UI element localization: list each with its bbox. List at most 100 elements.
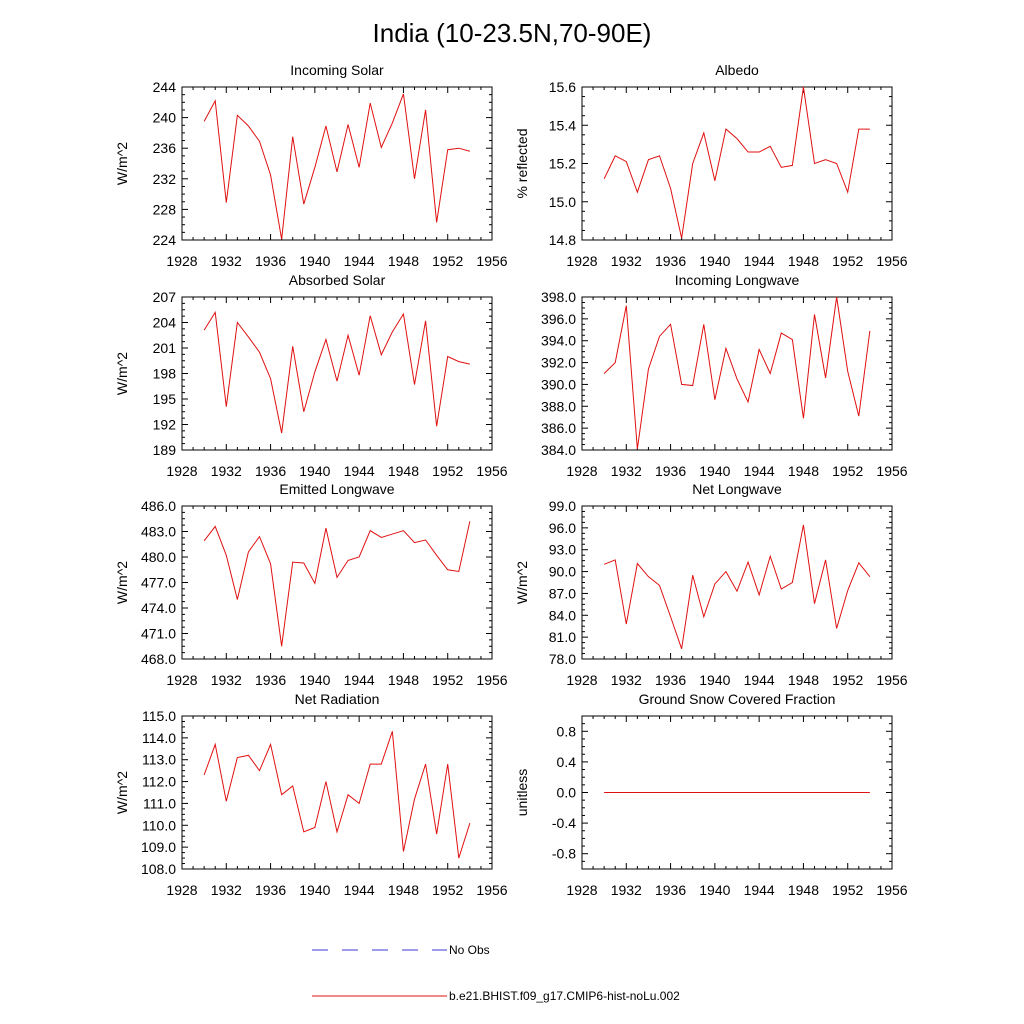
y-tick-label: 386.0 — [541, 420, 576, 436]
y-tick-label: 392.0 — [541, 355, 576, 371]
y-tick-label: 110.0 — [142, 817, 176, 833]
y-tick-label: 99.0 — [549, 498, 576, 514]
x-tick-label: 1928 — [566, 253, 597, 269]
legend-label-2: b.e21.BHIST.f09_g17.CMIP6-hist-noLu.002 — [449, 989, 680, 1003]
y-axis-label: % reflected — [514, 128, 530, 198]
y-tick-label: 396.0 — [541, 311, 576, 327]
x-tick-label: 1944 — [344, 672, 375, 688]
y-tick-label: 207 — [153, 289, 177, 305]
x-tick-label: 1928 — [166, 253, 197, 269]
y-tick-label: 111.0 — [143, 795, 176, 811]
y-tick-label: 84.0 — [549, 607, 576, 623]
x-tick-label: 1936 — [255, 253, 286, 269]
y-tick-label: 224 — [153, 232, 177, 248]
y-axis-label: unitless — [514, 769, 530, 816]
y-tick-label: 0.0 — [557, 785, 577, 801]
x-tick-label: 1928 — [166, 882, 197, 898]
x-tick-label: 1940 — [299, 672, 330, 688]
y-tick-label: 0.8 — [557, 723, 577, 739]
x-tick-label: 1948 — [788, 672, 819, 688]
x-tick-label: 1936 — [655, 463, 686, 479]
y-tick-label: 204 — [153, 315, 177, 331]
y-tick-label: -0.4 — [552, 815, 576, 831]
panel-title: Absorbed Solar — [289, 272, 386, 288]
y-tick-label: 228 — [153, 201, 177, 217]
y-axis-label: W/m^2 — [114, 142, 130, 185]
x-tick-label: 1944 — [344, 882, 375, 898]
x-tick-label: 1944 — [744, 672, 775, 688]
y-tick-label: 78.0 — [549, 651, 576, 667]
x-tick-label: 1948 — [388, 253, 419, 269]
plot-frame — [181, 505, 493, 660]
x-tick-label: 1936 — [255, 463, 286, 479]
y-tick-label: 81.0 — [549, 629, 576, 645]
panel-6: Net Longwave 1928 1932 1936 1940 1944 1948 1952… — [514, 481, 908, 688]
y-tick-label: 192 — [153, 417, 177, 433]
x-tick-label: 1948 — [788, 253, 819, 269]
y-tick-label: 468.0 — [141, 651, 176, 667]
y-tick-label: 87.0 — [549, 585, 576, 601]
y-tick-label: 474.0 — [141, 600, 176, 616]
panel-title: Incoming Longwave — [675, 272, 800, 288]
y-tick-label: 114.0 — [142, 730, 176, 746]
y-tick-label: 109.0 — [141, 839, 176, 855]
y-tick-label: 483.0 — [141, 524, 176, 540]
x-tick-label: 1952 — [432, 463, 463, 479]
x-tick-label: 1956 — [876, 253, 907, 269]
x-tick-label: 1932 — [211, 672, 242, 688]
legend: No Obs b.e21.BHIST.f09_g17.CMIP6-hist-noL… — [312, 943, 680, 1003]
x-tick-label: 1956 — [476, 253, 507, 269]
y-tick-label: 244 — [153, 79, 177, 95]
legend-label-1: No Obs — [449, 943, 490, 957]
y-tick-label: 201 — [153, 340, 177, 356]
panel-7: Net Radiation 1928 1932 1936 1940 1944 1948 195… — [114, 691, 508, 898]
x-tick-label: 1940 — [699, 253, 730, 269]
panel-title: Net Radiation — [295, 691, 380, 707]
y-tick-label: 112.0 — [142, 774, 176, 790]
y-tick-label: 486.0 — [141, 498, 176, 514]
y-tick-label: 394.0 — [541, 333, 576, 349]
y-tick-label: 390.0 — [541, 376, 576, 392]
panel-3: Absorbed Solar 1928 1932 1936 1940 1944 1948 19… — [114, 272, 508, 479]
y-tick-label: 398.0 — [541, 289, 576, 305]
y-tick-label: 14.8 — [549, 232, 576, 248]
panels: Incoming Solar 1928 1932 1936 1940 1944 1948 19… — [114, 62, 908, 898]
x-tick-label: 1952 — [432, 882, 463, 898]
x-tick-label: 1944 — [344, 253, 375, 269]
y-tick-label: -0.8 — [552, 846, 576, 862]
panel-title: Incoming Solar — [290, 62, 384, 78]
x-tick-label: 1936 — [255, 882, 286, 898]
x-tick-label: 1956 — [876, 463, 907, 479]
plot-frame — [581, 296, 893, 451]
x-tick-label: 1932 — [211, 463, 242, 479]
x-tick-label: 1936 — [655, 882, 686, 898]
figure-title: India (10-23.5N,70-90E) — [373, 18, 652, 48]
series-line-1 — [203, 521, 471, 647]
x-tick-label: 1932 — [611, 672, 642, 688]
x-tick-label: 1940 — [299, 253, 330, 269]
x-tick-label: 1952 — [832, 253, 863, 269]
panel-2: Albedo 1928 1932 1936 1940 1944 1948 1952 1956 14… — [514, 62, 908, 269]
panel-title: Albedo — [715, 62, 759, 78]
x-tick-label: 1932 — [211, 253, 242, 269]
x-tick-label: 1952 — [832, 882, 863, 898]
panel-5: Emitted Longwave 1928 1932 1936 1940 1944 1948… — [114, 481, 508, 688]
y-tick-label: 15.2 — [549, 156, 576, 172]
y-tick-label: 477.0 — [141, 575, 176, 591]
y-tick-label: 388.0 — [541, 398, 576, 414]
y-tick-label: 198 — [153, 366, 177, 382]
y-axis-label: W/m^2 — [114, 352, 130, 395]
x-tick-label: 1932 — [611, 253, 642, 269]
panel-8: Ground Snow Covered Fraction 1928 1932 1936… — [514, 691, 908, 898]
x-tick-label: 1940 — [699, 882, 730, 898]
x-tick-label: 1944 — [744, 253, 775, 269]
x-tick-label: 1940 — [699, 463, 730, 479]
y-tick-label: 471.0 — [141, 626, 176, 642]
series-line-1 — [203, 731, 471, 859]
series-line-1 — [603, 296, 871, 449]
x-tick-label: 1940 — [699, 672, 730, 688]
x-tick-label: 1932 — [611, 463, 642, 479]
x-tick-label: 1952 — [432, 253, 463, 269]
x-tick-label: 1952 — [832, 672, 863, 688]
plot-frame — [581, 86, 893, 241]
